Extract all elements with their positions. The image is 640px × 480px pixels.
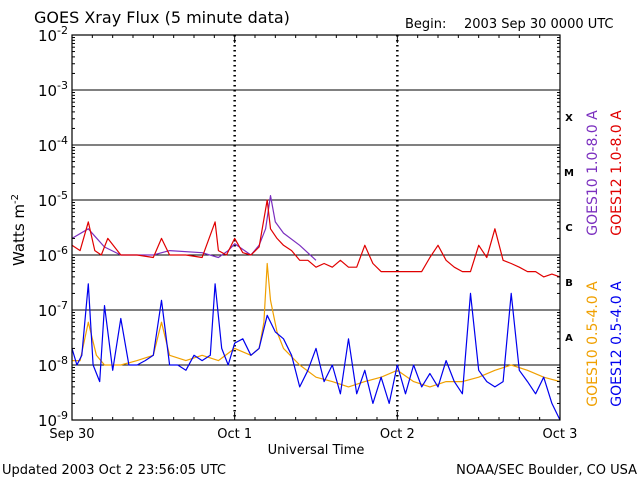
flare-class-b: B xyxy=(565,278,573,289)
legend-entry-2: GOES10 0.5-4.0 A xyxy=(585,281,601,407)
flare-class-c: C xyxy=(565,223,572,234)
y-tick-label-2: 10-7 xyxy=(38,299,68,320)
y-tick-label-3: 10-6 xyxy=(38,244,68,265)
chart-title: GOES Xray Flux (5 minute data) xyxy=(34,8,290,27)
flare-class-m: M xyxy=(564,168,574,179)
begin-label: Begin: xyxy=(405,17,446,32)
series-line-1 xyxy=(71,199,561,278)
y-tick-labels: 10-9 10-8 10-7 10-6 10-5 10-4 10-3 10-2 xyxy=(38,24,68,430)
y-tick-label-7: 10-2 xyxy=(38,24,68,45)
y-tick-label-4: 10-5 xyxy=(38,189,68,210)
legend-entry-1: GOES12 1.0-8.0 A xyxy=(609,110,625,236)
legend-entry-3: GOES12 0.5-4.0 A xyxy=(609,281,625,407)
x-tick-label-3: Oct 3 xyxy=(543,427,578,442)
x-tick-label-2: Oct 2 xyxy=(380,427,415,442)
legend-label-3: GOES12 0.5-4.0 A xyxy=(609,281,625,407)
flare-class-a: A xyxy=(565,333,573,344)
axes xyxy=(71,34,561,421)
x-tick-label-0: Sep 30 xyxy=(49,427,94,442)
svg-text:Watts m-2: Watts m-2 xyxy=(10,194,28,266)
legend: GOES10 0.5-4.0 A GOES12 0.5-4.0 A GOES10 1… xyxy=(585,110,625,407)
x-tick-labels: Sep 30 Oct 1 Oct 2 Oct 3 xyxy=(49,427,577,442)
legend-label-1: GOES12 1.0-8.0 A xyxy=(609,110,625,236)
series-line-3 xyxy=(71,283,561,421)
x-axis-label: Universal Time xyxy=(268,443,365,458)
y-tick-label-1: 10-8 xyxy=(38,354,68,375)
y-tick-label-0: 10-9 xyxy=(38,409,68,430)
flare-class-labels: A B C M X xyxy=(564,113,574,344)
series-line-2 xyxy=(72,262,561,388)
y-axis-label-exponent: -2 xyxy=(10,194,21,204)
y-tick-label-6: 10-3 xyxy=(38,79,68,100)
x-tick-label-1: Oct 1 xyxy=(217,427,252,442)
series-layer xyxy=(71,195,561,421)
y-axis-label: Watts m-2 xyxy=(10,194,28,266)
source-credit: NOAA/SEC Boulder, CO USA xyxy=(456,463,637,478)
legend-label-2: GOES10 0.5-4.0 A xyxy=(585,281,601,407)
legend-label-0: GOES10 1.0-8.0 A xyxy=(585,110,601,236)
begin-value: 2003 Sep 30 0000 UTC xyxy=(464,17,614,32)
y-axis-label-base: Watts m xyxy=(10,204,28,266)
y-tick-label-5: 10-4 xyxy=(38,134,68,155)
flare-class-x: X xyxy=(565,113,573,124)
updated-timestamp: Updated 2003 Oct 2 23:56:05 UTC xyxy=(2,463,226,478)
legend-entry-0: GOES10 1.0-8.0 A xyxy=(585,110,601,236)
